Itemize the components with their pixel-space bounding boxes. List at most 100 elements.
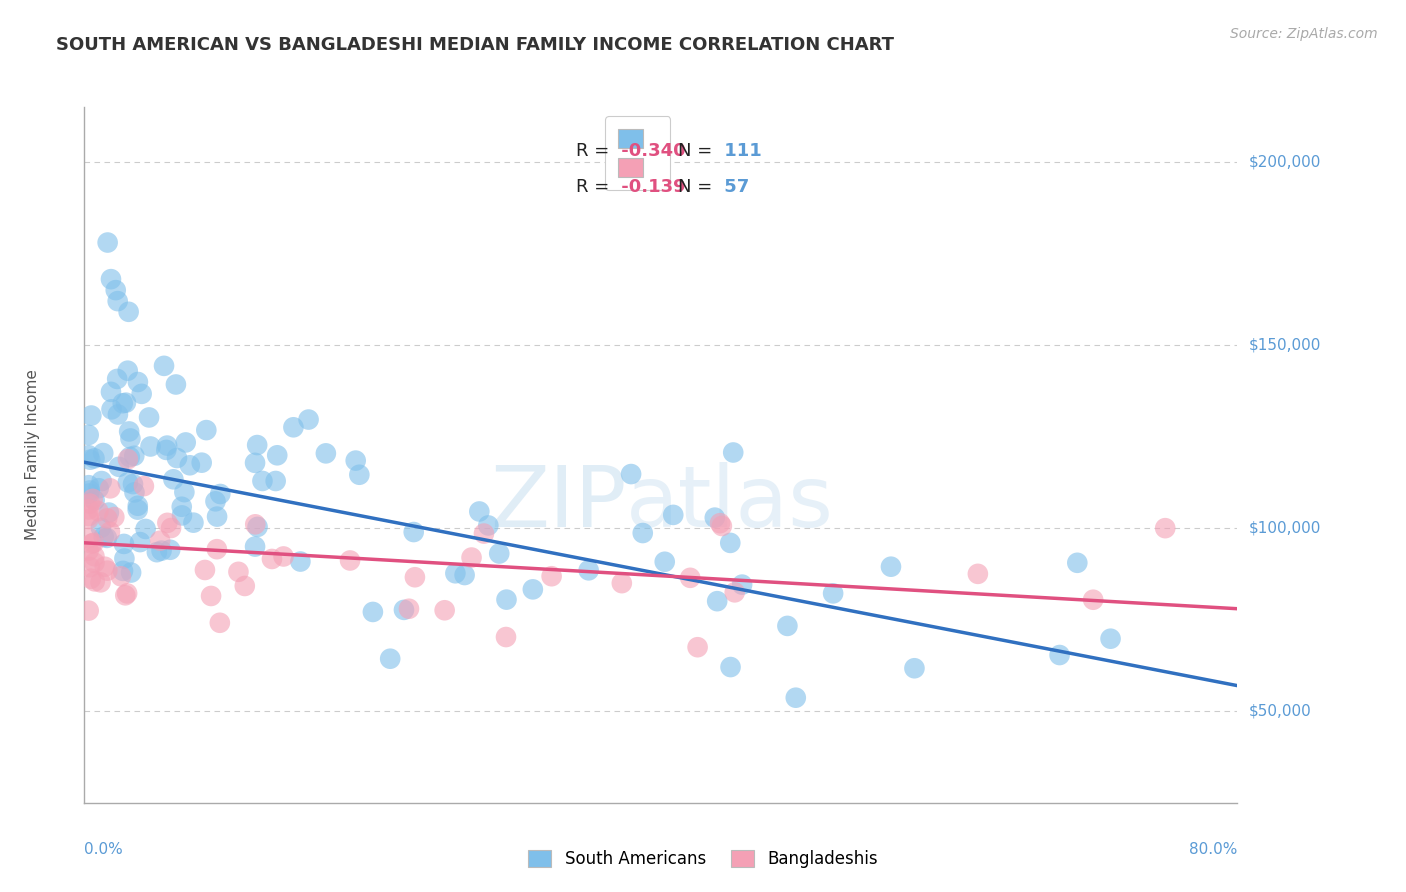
Point <box>122 477 145 491</box>
Point <box>453 568 475 582</box>
Point <box>495 592 517 607</box>
Text: Source: ZipAtlas.com: Source: ZipAtlas.com <box>1230 27 1378 41</box>
Point <box>190 456 212 470</box>
Point <box>91 446 114 460</box>
Point <box>173 485 195 500</box>
Point <box>83 549 105 564</box>
Point <box>174 435 197 450</box>
Point <box>243 456 266 470</box>
Point <box>679 571 702 585</box>
Point <box>444 566 467 581</box>
Point <box>131 387 153 401</box>
Point <box>114 588 136 602</box>
Point <box>472 526 495 541</box>
Point <box>110 569 132 583</box>
Point <box>162 472 184 486</box>
Point <box>361 605 384 619</box>
Point <box>124 449 146 463</box>
Point <box>654 555 676 569</box>
Text: 57: 57 <box>718 178 749 196</box>
Point <box>98 481 121 495</box>
Point <box>94 559 117 574</box>
Point <box>662 508 685 522</box>
Point <box>90 575 112 590</box>
Point <box>127 499 149 513</box>
Point <box>139 440 162 454</box>
Point <box>149 533 172 548</box>
Point <box>82 491 104 506</box>
Point <box>1066 556 1088 570</box>
Point <box>315 446 337 460</box>
Point <box>709 516 731 531</box>
Point <box>495 630 517 644</box>
Point <box>80 536 103 550</box>
Point <box>344 453 367 467</box>
Point <box>105 372 128 386</box>
Point <box>731 577 754 591</box>
Point <box>156 439 179 453</box>
Point <box>77 448 100 462</box>
Point <box>80 409 103 423</box>
Text: -0.340: -0.340 <box>614 142 685 160</box>
Point <box>610 576 633 591</box>
Point <box>721 445 744 459</box>
Point <box>79 497 101 511</box>
Point <box>398 601 420 615</box>
Text: ZIP: ZIP <box>489 462 626 545</box>
Point <box>183 516 205 530</box>
Point <box>79 452 101 467</box>
Text: R =: R = <box>575 142 614 160</box>
Point <box>720 660 742 674</box>
Point <box>155 442 177 457</box>
Point <box>706 594 728 608</box>
Point <box>100 384 122 399</box>
Point <box>77 604 100 618</box>
Point <box>392 603 415 617</box>
Point <box>77 478 100 492</box>
Point <box>209 487 232 501</box>
Point <box>108 459 131 474</box>
Point <box>107 294 129 309</box>
Point <box>90 474 112 488</box>
Point <box>146 545 169 559</box>
Point <box>117 452 139 467</box>
Point <box>90 521 112 535</box>
Point <box>1154 521 1177 535</box>
Point <box>402 524 425 539</box>
Point <box>823 586 845 600</box>
Point <box>96 531 118 545</box>
Point <box>170 500 193 514</box>
Point <box>283 420 305 434</box>
Point <box>107 408 129 422</box>
Point <box>129 535 152 549</box>
Point <box>710 519 733 533</box>
Point <box>200 589 222 603</box>
Point <box>80 572 103 586</box>
Point <box>170 508 193 523</box>
Point <box>339 553 361 567</box>
Point <box>79 483 101 498</box>
Point <box>468 504 491 518</box>
Point <box>96 511 118 525</box>
Text: $50,000: $50,000 <box>1249 704 1312 719</box>
Text: N =: N = <box>679 142 718 160</box>
Point <box>967 566 990 581</box>
Point <box>156 516 179 530</box>
Point <box>87 504 110 518</box>
Point <box>124 485 146 500</box>
Point <box>77 543 100 558</box>
Point <box>159 542 181 557</box>
Point <box>246 438 269 452</box>
Point <box>79 560 101 574</box>
Point <box>194 563 217 577</box>
Point <box>1083 592 1105 607</box>
Point <box>120 566 142 580</box>
Legend: , : , <box>605 116 671 190</box>
Point <box>111 564 134 578</box>
Point <box>111 396 134 410</box>
Point <box>1099 632 1122 646</box>
Point <box>208 615 231 630</box>
Point <box>195 423 218 437</box>
Point <box>150 543 173 558</box>
Point <box>138 410 160 425</box>
